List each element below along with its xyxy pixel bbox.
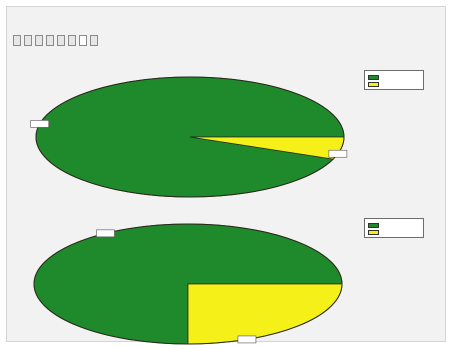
tab-8[interactable] (90, 35, 98, 46)
legend-bottom-item-secondary (368, 229, 420, 236)
pie-value-label-top-secondary (328, 149, 348, 158)
tab-bar (13, 35, 98, 47)
legend-top-item-secondary (368, 81, 420, 88)
pie-value-label-top-primary (30, 120, 50, 128)
tab-4[interactable] (46, 35, 54, 46)
pie-outline-top (35, 76, 345, 198)
pie-value-label-bottom-primary (96, 229, 115, 238)
legend-bottom-item-primary (368, 222, 420, 229)
legend-bottom (364, 218, 424, 238)
tab-3[interactable] (35, 35, 43, 46)
pie-chart-bottom (33, 223, 343, 345)
pie-slice-bottom-secondary (187, 283, 343, 345)
tab-2[interactable] (24, 35, 32, 46)
legend-top-swatch-primary (368, 75, 379, 80)
tab-1[interactable] (13, 35, 21, 46)
tab-5[interactable] (57, 35, 65, 46)
pie-chart-top (30, 76, 348, 198)
pie-outline-bottom (33, 223, 343, 345)
legend-bottom-swatch-secondary (368, 230, 379, 235)
tab-7-active[interactable] (79, 35, 87, 46)
tab-6[interactable] (68, 35, 76, 46)
legend-top (364, 70, 424, 90)
legend-top-swatch-secondary (368, 82, 379, 87)
legend-top-item-primary (368, 74, 420, 81)
legend-bottom-swatch-primary (368, 223, 379, 228)
pie-value-label-bottom-secondary (237, 335, 257, 344)
